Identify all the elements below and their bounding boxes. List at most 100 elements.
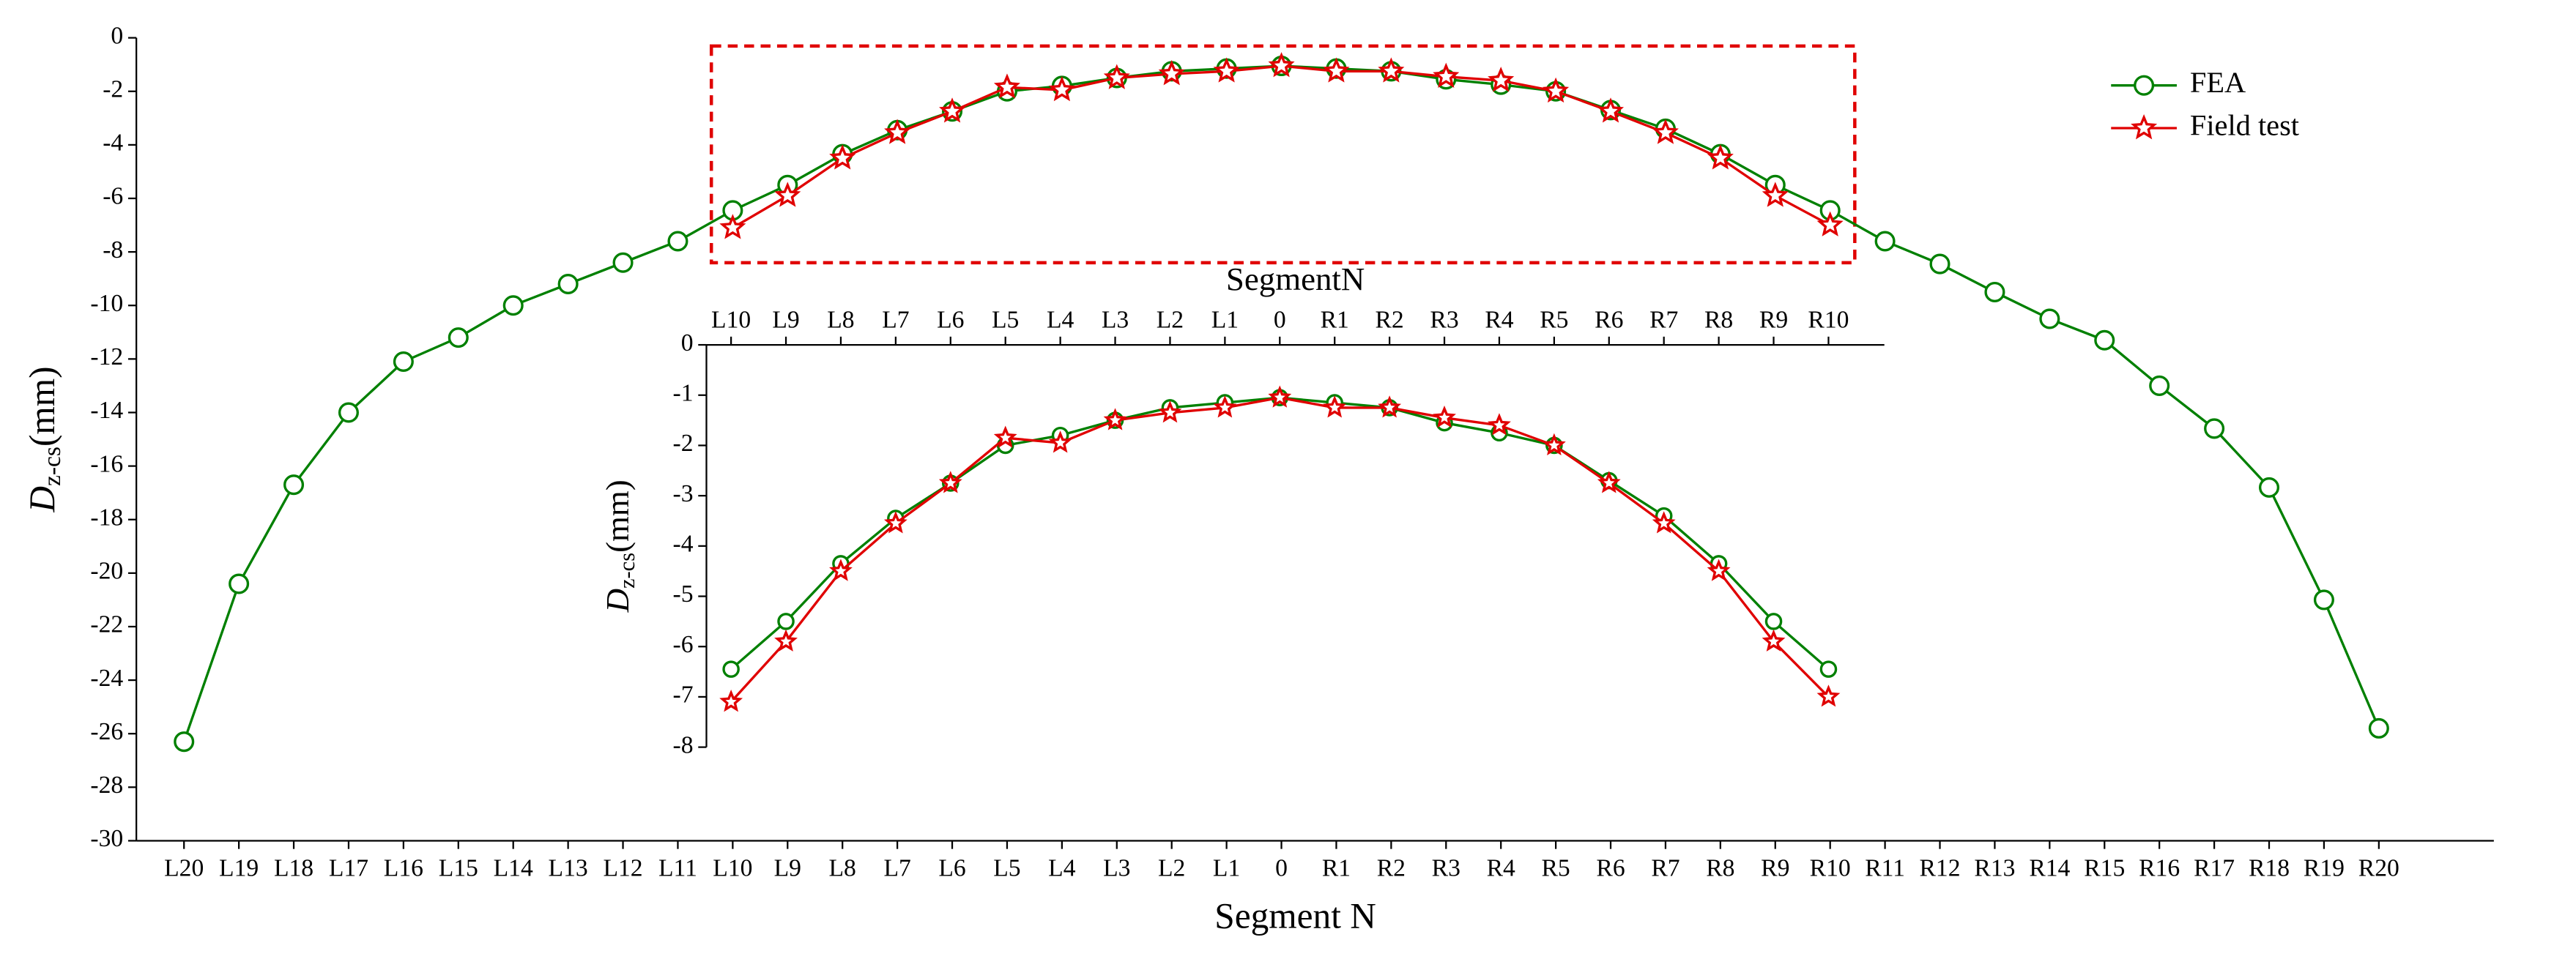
fea-point [1819,660,1838,678]
series-line [730,396,1830,671]
field-point [1103,408,1127,430]
fea-point [1874,231,1896,252]
x-tick-label: L4 [1047,306,1074,333]
y-title-unit: (mm) [599,480,636,553]
x-tick-label: R19 [2304,855,2345,882]
x-tick-label: L8 [829,855,856,882]
field-point [939,97,966,123]
y-tick-label: -1 [673,379,694,406]
x-tick-label: L20 [164,855,204,882]
y-title-main: D [22,486,62,513]
field-point [1597,97,1625,123]
x-tick-label: L10 [713,855,752,882]
x-tick-label: L18 [274,855,313,882]
y-tick-label: -16 [90,450,123,477]
y-title-sub: z-cs [615,553,639,589]
x-tick-label: R4 [1485,306,1513,333]
y-tick-label: 0 [681,329,694,357]
field-point [1707,144,1734,170]
x-tick-label: L11 [658,855,697,882]
field-point [1652,511,1676,534]
y-tick-label: -7 [673,682,694,709]
field-point [1652,119,1679,144]
fea-point [1764,613,1783,630]
field-point [1433,62,1460,88]
field-point [774,629,798,652]
x-tick-label: R5 [1541,855,1570,882]
fea-point [174,731,195,753]
x-axis-title: SegmentN [1226,261,1365,297]
field-point [829,559,853,581]
x-tick-label: 0 [1274,306,1286,333]
fea-point [2149,375,2170,396]
series-line [730,396,1830,703]
fea-point [393,351,414,373]
field-point [938,471,962,493]
fea-point [2204,418,2225,439]
x-tick-label: R16 [2139,855,2180,882]
y-axis-title: Dz-cs(mm) [22,366,66,512]
x-tick-label: L6 [938,855,965,882]
field-point [829,144,856,170]
fea-point [777,613,795,630]
field-point [1323,57,1350,83]
y-tick-label: -20 [90,558,123,585]
legend-label: Field test [2190,108,2299,141]
y-tick-label: -18 [90,504,123,531]
x-tick-label: R18 [2249,855,2290,882]
y-tick-label: -28 [90,772,123,799]
x-tick-label: L5 [992,306,1019,333]
x-tick-label: L6 [937,306,964,333]
legend-label: FEA [2190,66,2246,99]
x-tick-label: L14 [494,855,533,882]
x-axis-title: Segment N [1214,895,1376,936]
x-tick-label: R12 [1919,855,1960,882]
field-point [1762,629,1786,652]
x-tick-label: L17 [329,855,368,882]
zoom-box [709,44,1857,265]
y-tick-label: -6 [673,631,694,658]
x-tick-label: R1 [1321,306,1349,333]
x-tick-label: R9 [1761,855,1789,882]
x-tick-label: L8 [827,306,854,333]
y-tick-label: -2 [673,430,694,457]
y-tick-label: -4 [673,531,694,558]
fea-point [2368,717,2389,739]
x-tick-label: R14 [2029,855,2070,882]
x-tick-label: R5 [1540,306,1568,333]
y-tick-label: -30 [90,825,123,852]
y-tick-label: -26 [90,718,123,745]
field-point [719,690,743,712]
y-tick-label: -4 [103,130,123,157]
y-tick-label: -8 [673,731,694,758]
fea-point [722,660,740,678]
x-tick-label: L2 [1157,306,1184,333]
fea-point [229,573,250,594]
x-tick-label: R7 [1651,855,1679,882]
y-tick-label: -24 [90,665,123,692]
x-tick-label: 0 [1275,855,1288,882]
field-point [1378,57,1405,83]
field-point [1488,67,1515,92]
fea-point [667,231,688,252]
x-tick-label: R4 [1487,855,1515,882]
field-point [774,182,801,207]
x-tick-label: R2 [1377,855,1406,882]
x-tick-label: L16 [384,855,423,882]
y-title-unit: (mm) [22,366,62,447]
fea-point [612,252,634,273]
x-tick-label: L4 [1048,855,1076,882]
legend-marker [2134,75,2155,96]
field-point [1048,75,1075,102]
field-point [1543,77,1570,103]
field-point [884,119,911,144]
x-tick-label: L3 [1102,306,1129,333]
fea-point [557,273,579,295]
field-point [719,214,746,239]
y-tick-label: -2 [103,75,123,102]
fea-point [2039,308,2060,329]
x-tick-label: L7 [882,306,909,333]
x-tick-label: L19 [219,855,259,882]
x-tick-label: L9 [772,306,799,333]
